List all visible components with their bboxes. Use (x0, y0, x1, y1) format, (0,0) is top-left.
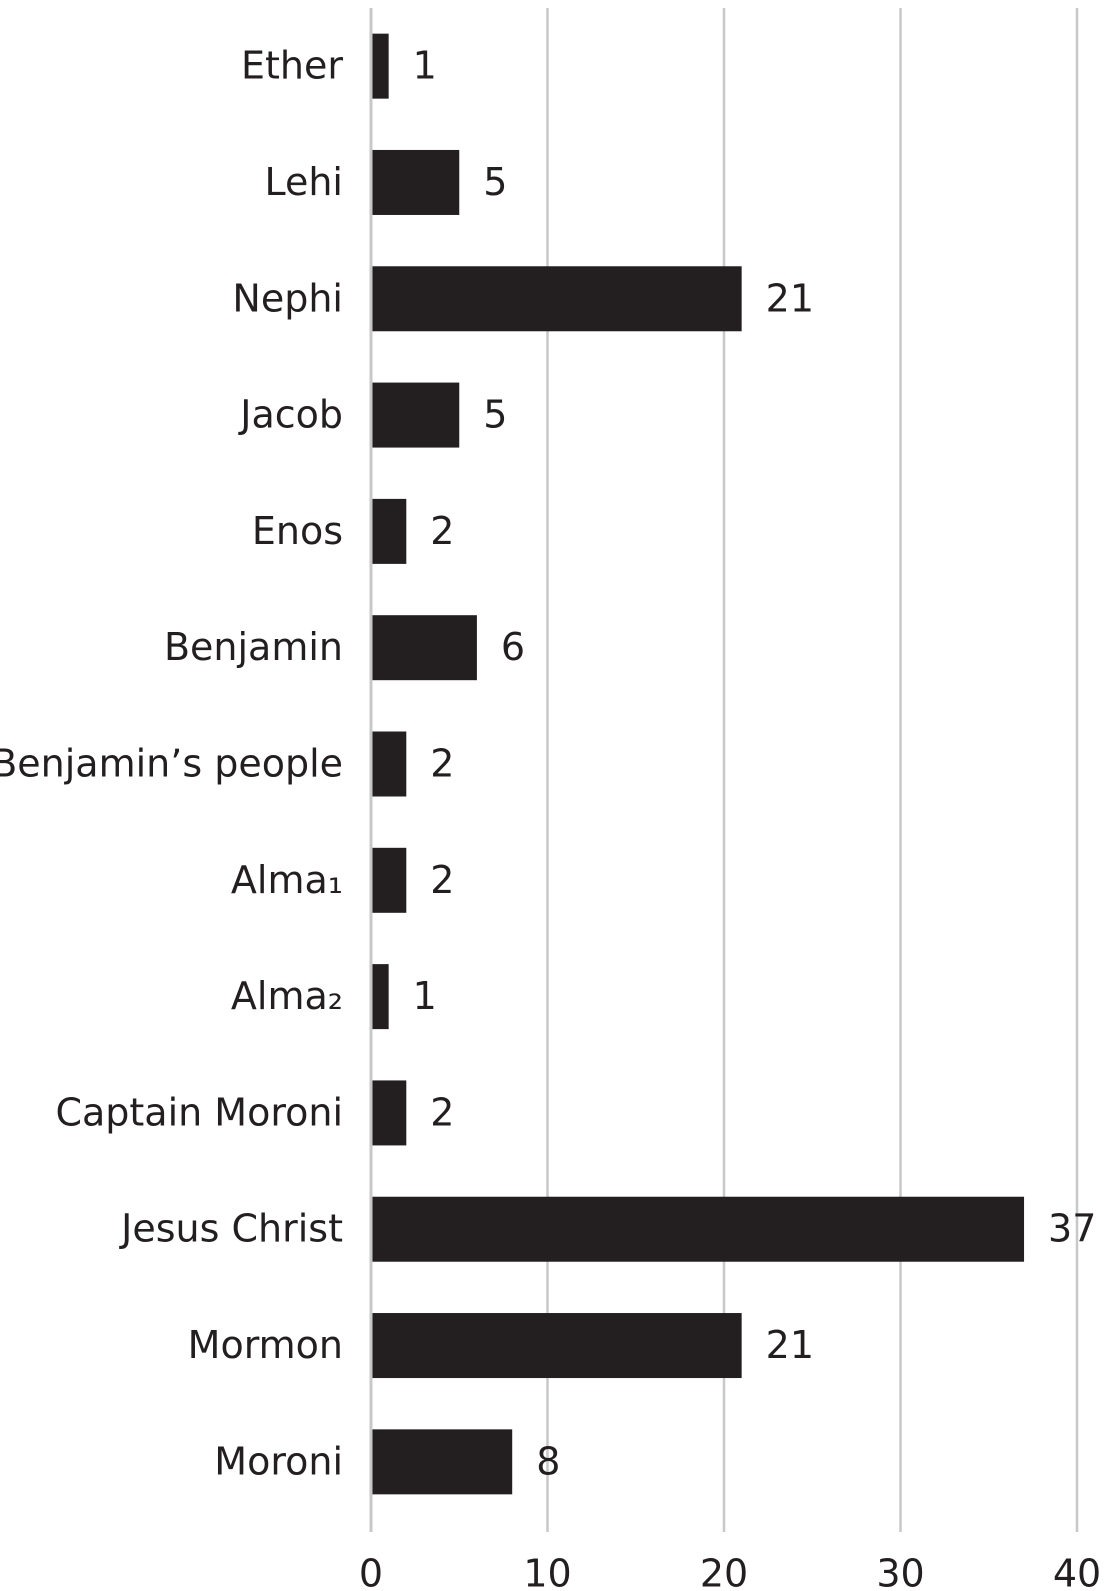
y-tick-label: Captain Moroni (55, 1090, 343, 1134)
y-tick-label: Mormon (188, 1323, 343, 1367)
bar (371, 266, 742, 332)
value-label: 21 (766, 1323, 814, 1367)
value-label: 21 (766, 276, 814, 320)
x-tick-label: 0 (359, 1552, 383, 1591)
y-tick-label: Alma₁ (231, 858, 343, 902)
value-label: 1 (413, 44, 437, 88)
bar (371, 1196, 1025, 1262)
bar (371, 382, 460, 448)
y-tick-label: Moroni (214, 1439, 343, 1483)
x-tick-label: 10 (523, 1552, 571, 1591)
y-tick-label: Ether (241, 44, 343, 88)
x-tick-label: 40 (1053, 1552, 1101, 1591)
y-tick-label: Nephi (232, 276, 343, 320)
bar (371, 498, 407, 564)
y-tick-label: Benjamin (164, 625, 343, 669)
value-label: 37 (1048, 1207, 1096, 1251)
bar (371, 149, 460, 215)
y-tick-label: Enos (252, 509, 343, 553)
value-label: 2 (430, 509, 454, 553)
y-tick-label: Benjamin’s people (0, 742, 343, 786)
value-label: 6 (501, 625, 525, 669)
y-tick-label: Lehi (264, 160, 343, 204)
value-label: 2 (430, 1090, 454, 1134)
y-tick-label: Jesus Christ (119, 1207, 343, 1251)
x-tick-label: 30 (876, 1552, 924, 1591)
value-label: 5 (483, 160, 507, 204)
y-tick-label: Jacob (238, 393, 343, 437)
bar (371, 33, 389, 99)
value-label: 2 (430, 858, 454, 902)
bar (371, 1313, 742, 1379)
bar (371, 1080, 407, 1146)
value-label: 2 (430, 742, 454, 786)
bar (371, 615, 477, 681)
value-label: 1 (413, 974, 437, 1018)
x-tick-label: 20 (700, 1552, 748, 1591)
value-label: 5 (483, 393, 507, 437)
bar (371, 731, 407, 797)
bar (371, 1429, 513, 1495)
value-label: 8 (536, 1439, 560, 1483)
bar (371, 847, 407, 913)
bar (371, 964, 389, 1030)
y-tick-label: Alma₂ (231, 974, 343, 1018)
